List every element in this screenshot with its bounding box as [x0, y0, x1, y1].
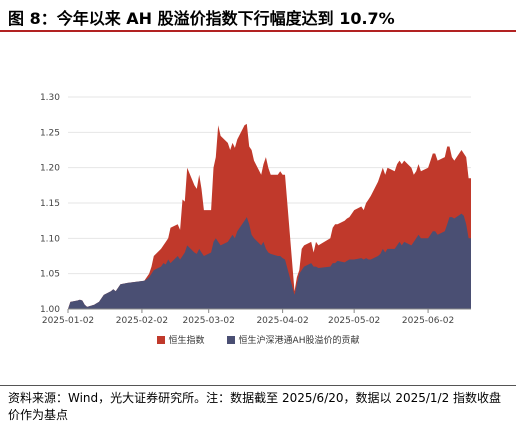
x-tick-label: 2025-01-02 — [42, 316, 94, 326]
title-divider — [0, 30, 516, 32]
source-note: 资料来源：Wind，光大证券研究所。注：数据截至 2025/6/20，数据以 2… — [8, 391, 502, 422]
y-tick-label: 1.00 — [40, 305, 60, 315]
y-tick-label: 1.25 — [40, 128, 60, 138]
area-chart: 1.001.051.101.151.201.251.30 2025-01-02 2… — [40, 93, 471, 326]
page-title: 图 8：今年以来 AH 股溢价指数下行幅度达到 10.7% — [8, 9, 395, 28]
legend-label-hsi: 恒生指数 — [168, 336, 205, 346]
y-tick-label: 1.20 — [40, 164, 60, 174]
y-tick-label: 1.05 — [40, 270, 60, 280]
x-tick-label: 2025-06-02 — [402, 316, 454, 326]
x-tick-label: 2025-02-02 — [116, 316, 168, 326]
chart-legend: 恒生指数 恒生沪深港通AH股溢价的贡献 — [0, 333, 516, 346]
legend-item-ah-premium: 恒生沪深港通AH股溢价的贡献 — [226, 333, 360, 346]
y-tick-label: 1.15 — [40, 199, 60, 209]
x-tick-label: 2025-04-02 — [256, 316, 308, 326]
legend-item-hsi: 恒生指数 — [156, 333, 205, 346]
y-tick-label: 1.10 — [40, 234, 60, 244]
y-axis-ticks: 1.00 1.05 1.10 1.15 1.20 1.25 1.30 — [40, 93, 60, 315]
chart-areas — [68, 123, 471, 310]
legend-swatch-ah-premium — [226, 335, 235, 344]
legend-swatch-hsi — [156, 335, 165, 344]
source-divider — [0, 385, 516, 386]
y-tick-label: 1.30 — [40, 93, 60, 103]
x-axis: 2025-01-02 2025-02-02 2025-03-02 2025-04-02… — [42, 308, 471, 326]
x-tick-label: 2025-03-02 — [183, 316, 235, 326]
area-series-1 — [68, 213, 471, 309]
legend-label-ah-premium: 恒生沪深港通AH股溢价的贡献 — [238, 336, 360, 346]
x-tick-label: 2025-05-02 — [328, 316, 380, 326]
